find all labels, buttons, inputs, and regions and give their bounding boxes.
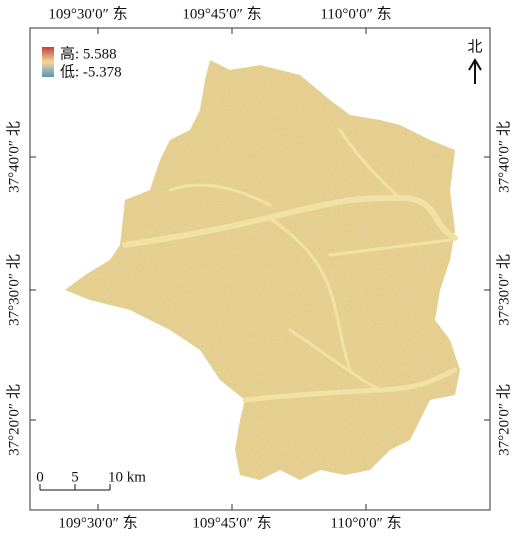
scale-label: 10 km xyxy=(108,469,146,485)
top-coordinate: 109°45′0″ 东 xyxy=(182,5,261,22)
north-label: 北 xyxy=(467,38,482,55)
bottom-coordinate: 109°30′0″ 东 xyxy=(58,514,137,531)
legend-low: 低: -5.378 xyxy=(60,63,122,80)
left-coordinate: 37°40′0″ 北 xyxy=(5,121,22,193)
region-area xyxy=(65,60,460,480)
legend-ramp xyxy=(42,47,54,77)
map-figure: 高: 5.588 低: -5.378 北 109°30′0″ 东 109°30′0… xyxy=(0,0,519,538)
region xyxy=(65,60,460,480)
left-coordinate: 37°20′0″ 北 xyxy=(5,384,22,456)
left-coordinate: 37°30′0″ 北 xyxy=(5,254,22,326)
bottom-coordinate: 110°0′0″ 东 xyxy=(330,514,401,531)
scale-label: 5 xyxy=(71,469,79,485)
legend-high: 高: 5.588 xyxy=(60,45,117,62)
right-coordinate: 37°20′0″ 北 xyxy=(495,384,512,456)
right-coordinate: 37°30′0″ 北 xyxy=(495,254,512,326)
top-coordinate: 109°30′0″ 东 xyxy=(48,5,127,22)
north-arrow xyxy=(469,60,481,84)
top-coordinate: 110°0′0″ 东 xyxy=(320,5,391,22)
scale-label: 0 xyxy=(36,469,44,485)
bottom-coordinate: 109°45′0″ 东 xyxy=(192,514,271,531)
right-coordinate: 37°40′0″ 北 xyxy=(495,121,512,193)
